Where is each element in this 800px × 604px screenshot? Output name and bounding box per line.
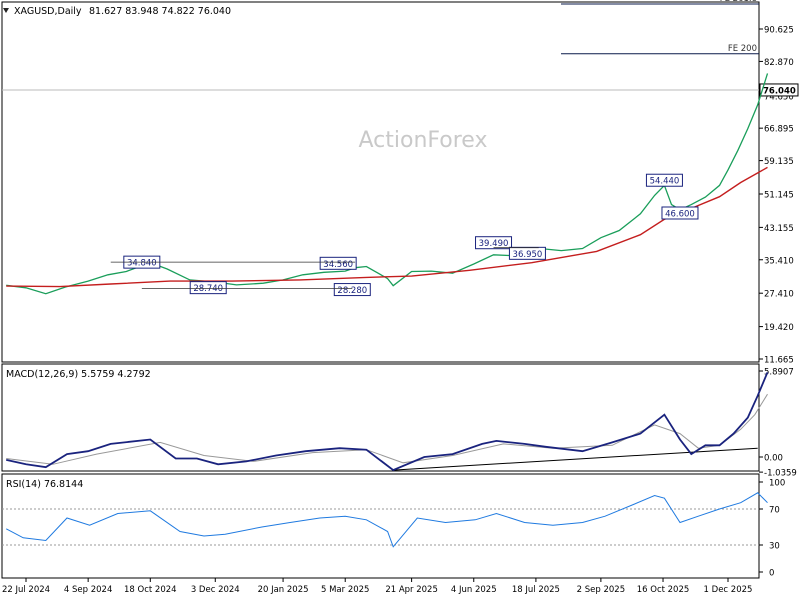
- price-annotation-box: [189, 281, 227, 295]
- rsi-tick-label: 30: [769, 542, 780, 552]
- price-annotation-label: 34.840: [127, 259, 157, 269]
- y-tick-label: 35.410: [764, 256, 794, 266]
- macd-panel-frame: [1, 363, 760, 472]
- price-annotation-label: 46.600: [665, 209, 695, 219]
- macd-line: [6, 371, 769, 472]
- x-tick-label: 5 Mar 2025: [321, 585, 369, 595]
- x-tick-label: 20 Jan 2025: [258, 585, 309, 595]
- rsi-label: RSI(14) 76.8144: [6, 479, 83, 490]
- price-annotation-box: [475, 236, 513, 250]
- price-annotation-label: 28.740: [193, 284, 223, 294]
- macd-label: MACD(12,26,9) 5.5759 4.2792: [6, 369, 151, 380]
- price-annotation-label: 34.560: [323, 260, 353, 270]
- price-panel-frame: [1, 1, 760, 363]
- y-tick-label: 43.155: [764, 224, 794, 234]
- fib-label: FE 261.8: [720, 0, 757, 4]
- fib-label: FE 200: [728, 44, 757, 54]
- price-annotation-box: [645, 173, 683, 187]
- macd-signal-line: [6, 393, 768, 465]
- macd-tick-label: 0.00: [764, 454, 783, 464]
- y-tick-label: 82.870: [764, 58, 794, 68]
- y-tick-label: 51.145: [764, 191, 794, 201]
- rsi-panel-frame: [1, 473, 760, 579]
- y-tick-label: 59.135: [764, 157, 794, 167]
- x-tick-label: 18 Oct 2024: [124, 585, 177, 595]
- y-tick-label: 19.420: [764, 323, 794, 333]
- rsi-line: [5, 492, 768, 548]
- price-annotation-box: [319, 256, 357, 270]
- ohlc-readout: 81.627 83.948 74.822 76.040: [89, 6, 231, 17]
- current-price-label: 76.040: [763, 86, 796, 96]
- y-tick-label: 90.625: [764, 26, 794, 36]
- price-annotation-label: 54.440: [650, 177, 680, 187]
- price-annotation-label: 39.490: [479, 239, 509, 249]
- x-tick-label: 2 Sep 2025: [577, 585, 625, 595]
- x-tick-label: 18 Jul 2025: [512, 585, 560, 595]
- y-tick-label: 11.665: [764, 356, 794, 366]
- x-tick-label: 16 Oct 2025: [637, 585, 690, 595]
- price-annotation-box: [333, 283, 371, 297]
- price-annotation-box: [661, 206, 699, 220]
- current-price-tag: [759, 83, 799, 97]
- rsi-tick-label: 100: [769, 479, 785, 489]
- moving-average-line: [6, 166, 768, 288]
- x-tick-label: 3 Dec 2024: [191, 585, 240, 595]
- price-annotation-label: 28.280: [337, 286, 367, 296]
- macd-trendline: [393, 447, 758, 471]
- collapse-arrow-icon[interactable]: [3, 8, 9, 13]
- price-annotation-label: 36.950: [513, 250, 543, 260]
- macd-tick-label: -1.0359: [764, 469, 797, 479]
- chart-title: XAGUSD,Daily: [14, 6, 82, 17]
- watermark: ActionForex: [359, 128, 488, 153]
- x-tick-label: 22 Jul 2024: [2, 585, 50, 595]
- x-tick-label: 4 Sep 2024: [64, 585, 112, 595]
- y-tick-label: 27.410: [764, 290, 794, 300]
- y-tick-label: 66.895: [764, 125, 794, 135]
- rsi-tick-label: 0: [769, 569, 774, 579]
- y-tick-label: 74.650: [764, 92, 794, 102]
- rsi-tick-label: 70: [769, 506, 780, 516]
- x-tick-label: 1 Dec 2025: [704, 585, 753, 595]
- macd-tick-label: 5.8907: [764, 368, 794, 378]
- x-tick-label: 4 Jun 2025: [451, 585, 497, 595]
- x-tick-label: 21 Apr 2025: [385, 585, 438, 595]
